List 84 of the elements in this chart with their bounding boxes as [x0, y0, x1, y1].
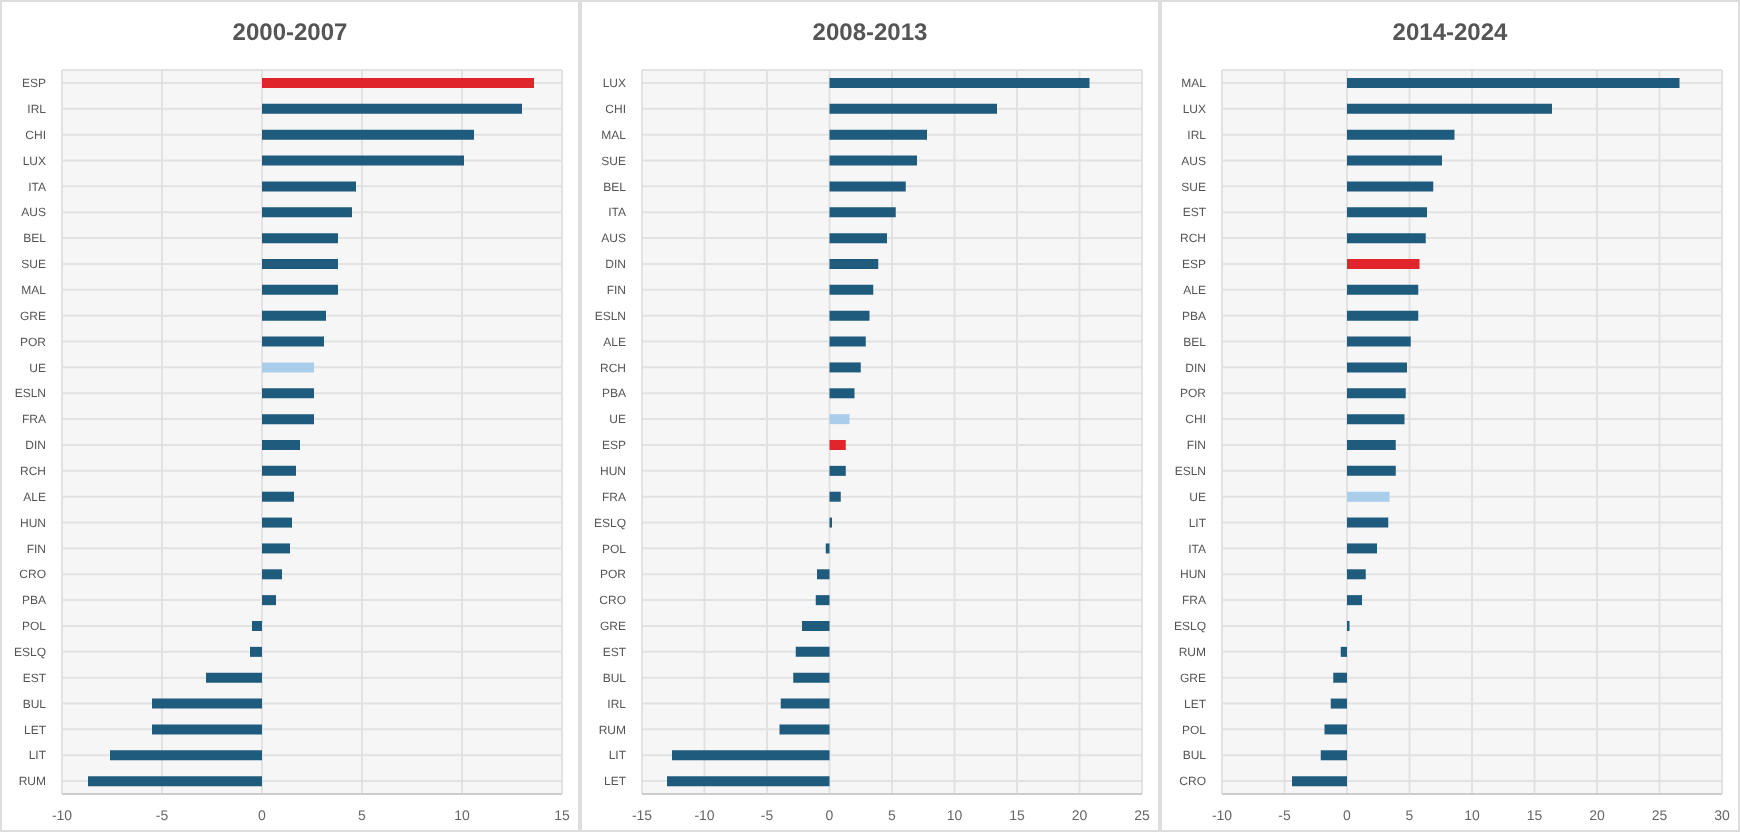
bar: [829, 414, 850, 425]
bar: [262, 181, 356, 192]
bar: [815, 595, 830, 606]
bar: [1347, 233, 1426, 244]
bar: [262, 259, 338, 269]
bar: [152, 698, 262, 709]
bar: [262, 233, 338, 244]
bar: [829, 233, 887, 244]
bar: [1347, 155, 1442, 166]
bar: [1347, 569, 1366, 580]
bar: [1347, 543, 1377, 554]
bar: [1347, 207, 1427, 218]
bar: [829, 440, 846, 450]
bar: [1347, 388, 1406, 399]
bar: [1347, 310, 1419, 321]
bar: [1347, 465, 1396, 476]
bar: [262, 517, 292, 528]
bar: [1324, 724, 1347, 735]
bar: [252, 621, 262, 631]
bar: [262, 440, 300, 450]
bar: [1347, 362, 1407, 373]
bar: [262, 284, 338, 295]
bar: [829, 310, 870, 321]
chart-title: 2008-2013: [810, 16, 930, 50]
bar: [793, 672, 830, 683]
bar: [817, 569, 830, 580]
bar: [206, 672, 262, 683]
bar: [829, 388, 855, 399]
bar: [262, 595, 276, 606]
bar: [88, 776, 262, 787]
bar: [829, 284, 874, 295]
bar: [1347, 129, 1455, 140]
bar: [829, 259, 879, 269]
bar: [1347, 440, 1396, 450]
bar: [1347, 284, 1419, 295]
bar: [1333, 672, 1347, 683]
bar: [1347, 414, 1405, 425]
bar: [1347, 259, 1420, 269]
bar: [795, 646, 830, 657]
bar: [152, 724, 262, 735]
bar: [829, 129, 927, 140]
bar: [1347, 595, 1362, 606]
bar: [829, 181, 906, 192]
bar: [1340, 646, 1347, 657]
bar: [672, 750, 830, 761]
chart-title: 2000-2007: [230, 16, 350, 50]
bar: [262, 310, 326, 321]
bar: [262, 491, 294, 502]
bar: [829, 207, 896, 218]
bar: [262, 414, 314, 425]
bar: [1347, 517, 1389, 528]
bar: [262, 362, 314, 373]
bar: [829, 362, 861, 373]
bar: [829, 155, 917, 166]
bar: [1347, 336, 1411, 347]
chart-title: 2014-2024: [1390, 16, 1510, 50]
bar: [262, 155, 464, 166]
bar: [780, 698, 830, 709]
bar: [1330, 698, 1347, 709]
bar: [1347, 491, 1390, 502]
bar: [829, 336, 866, 347]
bar: [829, 78, 1090, 88]
bar: [1347, 103, 1552, 114]
bar: [110, 750, 262, 761]
bar: [262, 388, 314, 399]
bar: [262, 465, 296, 476]
bar: [262, 336, 324, 347]
bar: [1347, 78, 1680, 88]
bar: [829, 103, 997, 114]
bar: [262, 103, 522, 114]
bar: [262, 78, 534, 88]
bar: [802, 621, 830, 631]
bar: [829, 491, 841, 502]
bar: [262, 207, 352, 218]
bar: [667, 776, 830, 787]
bar: [1320, 750, 1347, 761]
bar: [779, 724, 830, 735]
bar: [262, 569, 282, 580]
bar: [262, 129, 474, 140]
bar: [250, 646, 262, 657]
bar: [829, 465, 846, 476]
bar: [1347, 181, 1434, 192]
bar: [262, 543, 290, 554]
bar: [1292, 776, 1347, 787]
